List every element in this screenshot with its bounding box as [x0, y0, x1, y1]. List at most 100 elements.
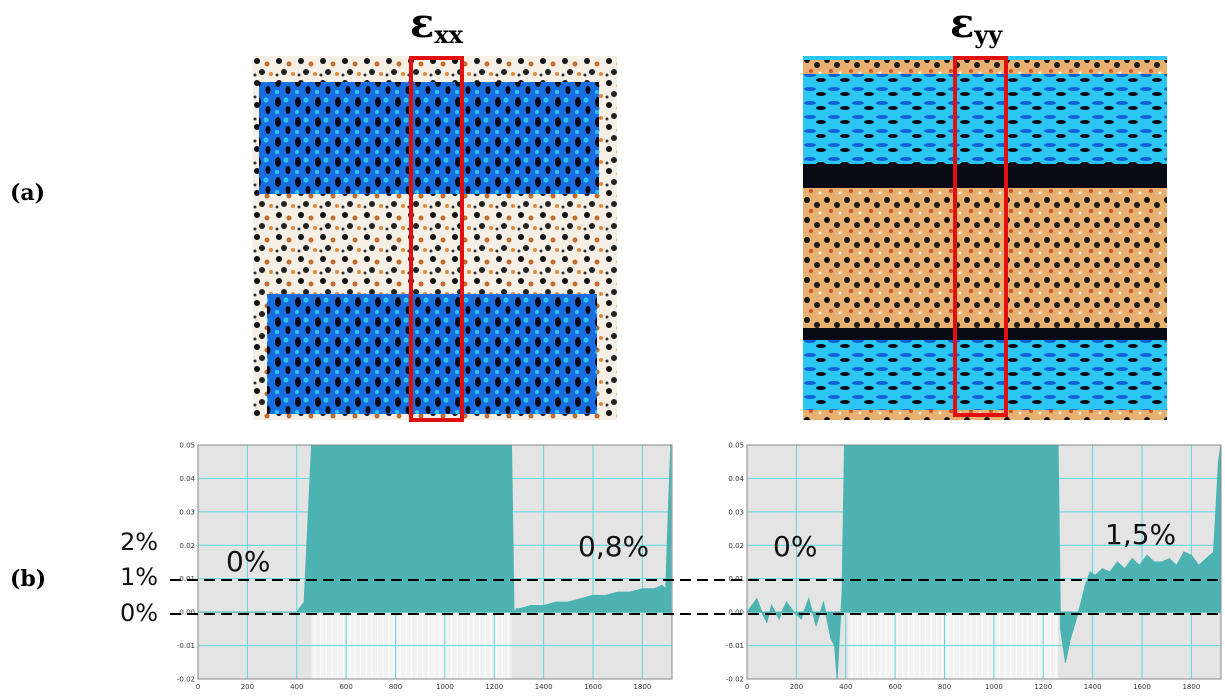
- data-point: [1064, 661, 1067, 663]
- annotation-exx-right: 0,8%: [578, 530, 650, 563]
- data-point: [1198, 564, 1200, 566]
- data-point: [1074, 621, 1076, 623]
- data-point: [1101, 568, 1104, 570]
- selection-box-exx: [409, 56, 464, 422]
- annotation-exx-left: 0%: [226, 545, 271, 578]
- data-point: [1079, 604, 1081, 607]
- data-point: [808, 598, 810, 600]
- data-point: [629, 591, 631, 593]
- ref-label-0pct: 0%: [120, 599, 159, 627]
- data-point: [800, 618, 802, 620]
- x-tick-label: 1000: [985, 683, 1003, 691]
- x-tick-label: 200: [790, 683, 803, 691]
- x-tick-label: 200: [241, 683, 254, 691]
- title-symbol: ε: [410, 0, 435, 47]
- data-point: [518, 608, 520, 610]
- data-point: [296, 611, 298, 613]
- plot-frame: [197, 444, 673, 680]
- x-tick-label: 1200: [485, 683, 503, 691]
- data-point: [766, 621, 768, 623]
- panel-title-exx: εxx: [410, 0, 463, 49]
- y-tick-label: 0.03: [728, 508, 744, 516]
- data-point: [567, 601, 569, 603]
- data-point: [1131, 558, 1133, 560]
- data-point: [815, 624, 817, 627]
- x-tick-label: 600: [339, 683, 352, 691]
- panel-title-eyy: εyy: [950, 0, 1002, 49]
- data-point: [1153, 561, 1155, 563]
- x-tick-label: 400: [290, 683, 303, 691]
- strain-map-exx-image: [253, 56, 617, 420]
- x-tick-label: 1800: [1182, 683, 1200, 691]
- data-point: [530, 604, 532, 607]
- data-point: [580, 598, 582, 600]
- data-point: [283, 611, 286, 613]
- x-tick-label: 0: [745, 683, 749, 691]
- data-point: [1190, 554, 1192, 556]
- data-point: [592, 594, 594, 597]
- data-point: [515, 608, 518, 610]
- data-point: [303, 601, 305, 603]
- data-point: [617, 591, 619, 593]
- y-tick-label: 0.03: [179, 508, 195, 516]
- data-point: [756, 598, 758, 600]
- data-point: [1183, 551, 1185, 553]
- data-point: [822, 601, 825, 603]
- y-tick-label: 0.02: [179, 542, 195, 550]
- x-tick-label: 1200: [1034, 683, 1052, 691]
- data-point: [1059, 628, 1062, 630]
- y-tick-label: 0.02: [728, 542, 744, 550]
- y-tick-label: 0.05: [179, 442, 195, 450]
- strain-map-eyy: [803, 56, 1167, 420]
- data-point: [751, 604, 753, 607]
- data-point: [246, 611, 248, 613]
- data-point: [1069, 638, 1072, 640]
- data-point: [555, 601, 557, 603]
- x-tick-label: 1800: [633, 683, 651, 691]
- data-point: [271, 611, 273, 613]
- x-tick-label: 800: [938, 683, 951, 691]
- strain-profile-chart-exx: -0.02-0.010.000.010.020.030.040.05020040…: [177, 442, 673, 691]
- ref-label-1pct: 1%: [120, 563, 159, 591]
- data-point: [665, 588, 667, 590]
- selection-box-eyy: [953, 56, 1008, 417]
- x-tick-label: 800: [389, 683, 402, 691]
- data-point: [543, 604, 545, 607]
- data-point: [1217, 461, 1220, 463]
- strain-map-eyy-image: [803, 56, 1167, 420]
- data-point: [1175, 564, 1178, 566]
- data-point: [234, 611, 236, 613]
- data-point: [1084, 584, 1086, 586]
- title-subscript: yy: [974, 20, 1003, 49]
- data-point: [785, 601, 788, 603]
- data-point: [1124, 568, 1126, 570]
- data-point: [1146, 554, 1148, 556]
- data-point: [1205, 558, 1207, 560]
- data-point: [778, 618, 780, 620]
- data-point: [793, 611, 795, 613]
- data-point: [1089, 571, 1091, 573]
- y-tick-label: 0.04: [179, 475, 195, 483]
- data-point: [667, 511, 669, 513]
- y-tick-label: 0.04: [728, 475, 744, 483]
- y-tick-label: -0.01: [177, 642, 195, 650]
- strain-map-exx: [253, 56, 617, 420]
- row-label-a: (a): [10, 180, 46, 206]
- annotation-eyy-right: 1,5%: [1105, 518, 1177, 551]
- data-point: [1116, 561, 1118, 563]
- x-tick-label: 600: [888, 683, 901, 691]
- y-tick-label: 0.05: [728, 442, 744, 450]
- x-tick-label: 1400: [1084, 683, 1102, 691]
- x-tick-label: 1400: [535, 683, 553, 691]
- data-point: [838, 631, 841, 633]
- data-point: [830, 638, 832, 640]
- y-tick-label: 0.00: [179, 609, 195, 617]
- data-point: [1168, 558, 1170, 560]
- data-point: [1161, 561, 1163, 563]
- data-point: [604, 594, 606, 597]
- ref-label-2pct: 2%: [120, 528, 159, 556]
- data-point: [513, 611, 515, 613]
- data-point: [209, 611, 211, 613]
- data-point: [834, 644, 836, 647]
- data-point: [641, 588, 643, 590]
